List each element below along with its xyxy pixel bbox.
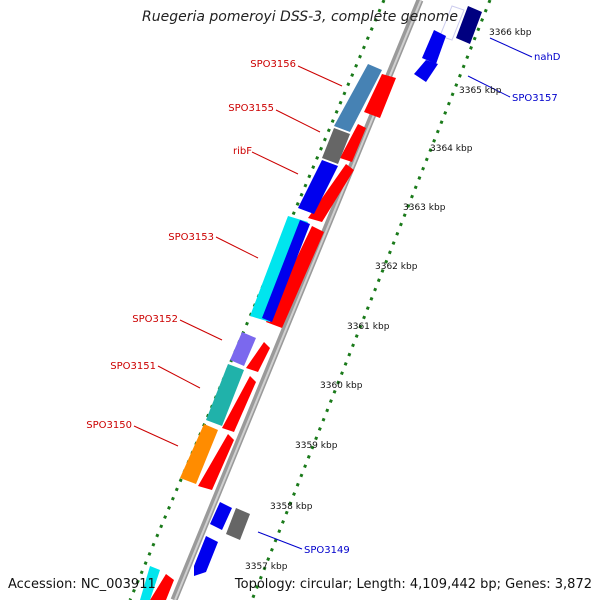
left-label-leaders (133, 65, 343, 447)
left-gene-labels: SPO3156 SPO3155 ribF SPO3153 SPO3152 SPO… (86, 59, 296, 431)
gene-block[interactable] (364, 74, 396, 118)
gene-label-spo3153[interactable]: SPO3153 (168, 232, 214, 243)
gene-block[interactable] (198, 434, 234, 490)
scale-tick-label: 3360 kbp (320, 381, 363, 391)
gene-block[interactable] (206, 364, 244, 426)
gene-block[interactable] (230, 332, 256, 366)
gene-label-spo3151[interactable]: SPO3151 (110, 361, 156, 372)
gene-block[interactable] (180, 424, 218, 484)
right-strand-genes (194, 5, 482, 576)
gene-block[interactable] (194, 536, 218, 576)
gene-block[interactable] (456, 6, 482, 44)
inner-dotted-ring (128, 0, 386, 601)
gene-block[interactable] (222, 376, 256, 432)
gene-label-spo3150[interactable]: SPO3150 (86, 420, 132, 431)
accession-label: Accession: NC_003911 (8, 577, 156, 592)
right-gene-labels: nahD SPO3157 SPO3149 (304, 52, 561, 556)
gene-block[interactable] (414, 60, 438, 82)
scale-tick-label: 3365 kbp (459, 86, 502, 96)
gene-label-spo3149[interactable]: SPO3149 (304, 545, 350, 556)
scale-tick-label: 3358 kbp (270, 502, 313, 512)
gene-block[interactable] (266, 226, 324, 328)
gene-label-spo3156[interactable]: SPO3156 (250, 59, 296, 70)
left-strand-genes (140, 64, 382, 600)
forward-strand-genes (150, 74, 396, 600)
gene-block[interactable] (422, 30, 446, 64)
gene-label-spo3152[interactable]: SPO3152 (132, 314, 178, 325)
gene-block[interactable] (298, 160, 338, 214)
scale-tick-label: 3366 kbp (489, 28, 532, 38)
gene-block[interactable] (226, 508, 250, 540)
gene-block[interactable] (246, 342, 270, 372)
gene-block[interactable] (140, 566, 160, 600)
scale-ticks: 3357 kbp 3358 kbp 3359 kbp 3360 kbp 3361… (245, 28, 532, 572)
gene-block[interactable] (150, 574, 174, 600)
scale-tick-label: 3363 kbp (403, 203, 446, 213)
gene-block[interactable] (322, 128, 350, 164)
outer-dotted-ring (250, 0, 492, 601)
scale-tick-label: 3362 kbp (375, 262, 418, 272)
scale-tick-label: 3359 kbp (295, 441, 338, 451)
gene-label-nahd[interactable]: nahD (534, 52, 561, 63)
gene-label-spo3157[interactable]: SPO3157 (512, 93, 558, 104)
gene-block[interactable] (334, 64, 382, 132)
gene-block[interactable] (262, 220, 310, 322)
gene-block[interactable] (308, 164, 354, 222)
right-label-leaders (257, 37, 533, 550)
gene-label-ribf[interactable]: ribF (233, 146, 252, 157)
gene-label-spo3155[interactable]: SPO3155 (228, 103, 274, 114)
gene-block[interactable] (340, 124, 366, 162)
genome-summary-label: Topology: circular; Length: 4,109,442 bp… (234, 577, 592, 592)
gene-block[interactable] (210, 502, 232, 530)
gene-block[interactable] (439, 5, 465, 41)
scale-tick-label: 3357 kbp (245, 562, 288, 572)
scale-tick-label: 3364 kbp (430, 144, 473, 154)
scale-tick-label: 3361 kbp (347, 322, 390, 332)
map-title: Ruegeria pomeroyi DSS-3, complete genome (142, 9, 458, 25)
